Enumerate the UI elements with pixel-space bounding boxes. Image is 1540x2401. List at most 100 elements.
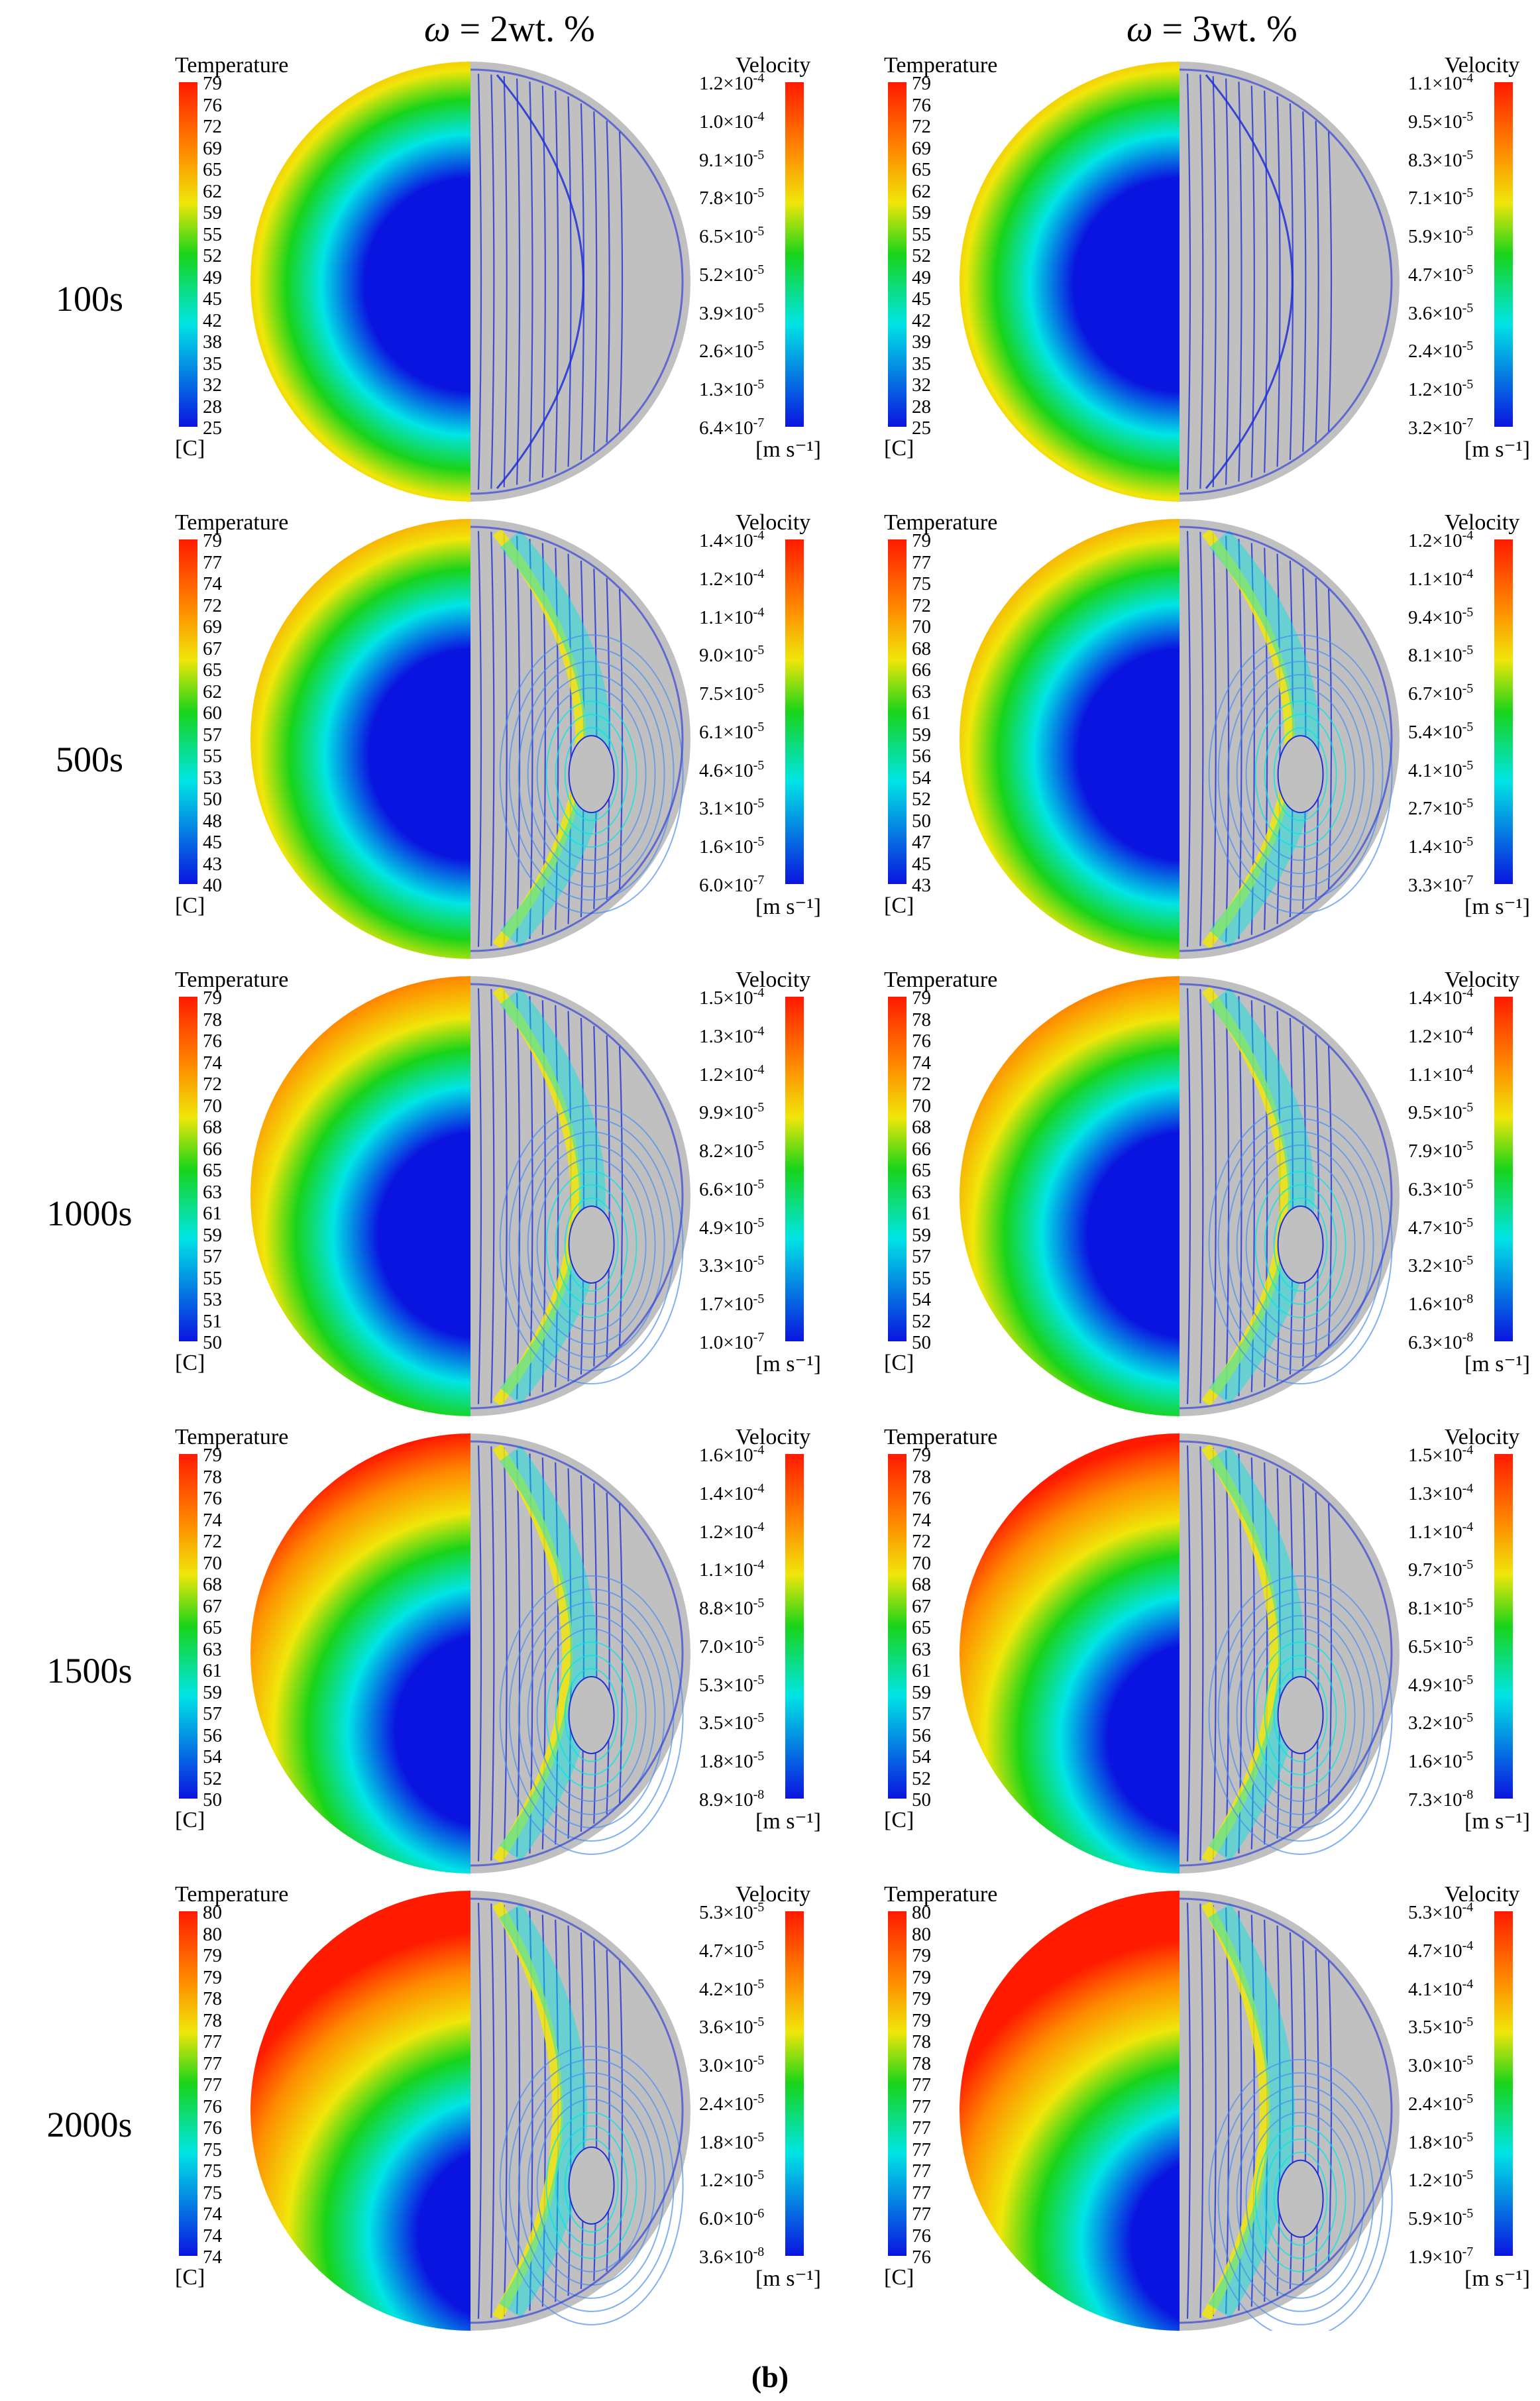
- temperature-tick: 68: [203, 1117, 222, 1138]
- velocity-tick: 5.4×10-5: [1408, 719, 1474, 743]
- temperature-tick: 40: [203, 875, 222, 896]
- temperature-tick: 52: [203, 245, 222, 266]
- temperature-tick: 72: [203, 594, 222, 616]
- velocity-tick: 3.5×10-5: [699, 1710, 765, 1734]
- temperature-tick: 43: [912, 875, 931, 896]
- temperature-tick: 76: [203, 94, 222, 116]
- temperature-tick: 77: [203, 2052, 222, 2074]
- temperature-colorbar: [179, 1911, 197, 2256]
- temperature-tick: 67: [203, 638, 222, 659]
- velocity-tick: 9.9×10-5: [699, 1100, 765, 1124]
- temperature-tick: 76: [203, 1031, 222, 1052]
- velocity-tick: 9.0×10-5: [699, 643, 765, 667]
- temperature-tick: 28: [203, 396, 222, 418]
- temperature-tick: 61: [912, 702, 931, 724]
- velocity-tick: 7.0×10-5: [699, 1634, 765, 1657]
- row-label-100s: 100s: [55, 279, 123, 319]
- velocity-tick: 9.4×10-5: [1408, 604, 1474, 628]
- temperature-tick: 59: [912, 724, 931, 746]
- temperature-tick: 69: [203, 137, 222, 159]
- omega-symbol: ω: [424, 9, 451, 50]
- temperature-tick: 77: [912, 2182, 931, 2204]
- figure-label: (b): [751, 2360, 789, 2394]
- temperature-tick: 75: [203, 2182, 222, 2204]
- temperature-tick: 74: [203, 1052, 222, 1074]
- velocity-title: Velocity: [1445, 1425, 1520, 1449]
- temperature-tick: 72: [203, 1074, 222, 1095]
- temperature-tick: 65: [203, 1617, 222, 1638]
- velocity-unit: [m s⁻¹]: [1464, 437, 1530, 462]
- velocity-tick: 1.9×10-7: [1408, 2245, 1474, 2268]
- temperature-tick: 74: [203, 2225, 222, 2247]
- column-header-2wt: ω = 2wt. %: [424, 8, 595, 50]
- temperature-tick: 45: [203, 832, 222, 853]
- velocity-tick: 2.7×10-5: [1408, 796, 1474, 820]
- temperature-title: Temperature: [175, 1882, 289, 1907]
- temperature-tick: 74: [203, 573, 222, 594]
- temperature-tick: 76: [912, 1488, 931, 1509]
- velocity-tick: 4.9×10-5: [1408, 1672, 1474, 1696]
- temperature-tick: 77: [912, 2095, 931, 2117]
- row-label-1500s: 1500s: [46, 1651, 133, 1691]
- velocity-tick: 6.0×10-7: [699, 873, 765, 896]
- temperature-tick: 51: [203, 1310, 222, 1332]
- temperature-tick: 63: [203, 1181, 222, 1203]
- temperature-title: Temperature: [175, 510, 289, 535]
- velocity-colorbar: [1494, 997, 1513, 1341]
- temperature-tick: 52: [912, 1767, 931, 1789]
- temperature-tick: 57: [203, 724, 222, 746]
- temperature-tick: 77: [912, 551, 931, 573]
- temperature-tick: 79: [912, 1945, 931, 1966]
- temperature-tick: 57: [203, 1703, 222, 1724]
- velocity-tick: 7.5×10-5: [699, 681, 765, 705]
- row-label-2000s: 2000s: [46, 2105, 133, 2145]
- temperature-tick: 74: [203, 2204, 222, 2225]
- velocity-tick: 3.3×10-7: [1408, 873, 1474, 896]
- velocity-tick: 1.1×10-4: [1408, 1519, 1474, 1543]
- temperature-tick: 39: [912, 331, 931, 353]
- panel-graphic: [888, 1433, 1513, 1873]
- temperature-tick: 42: [203, 309, 222, 331]
- temperature-tick: 50: [203, 789, 222, 810]
- streamline-field: [1180, 519, 1400, 959]
- temperature-tick: 77: [203, 2031, 222, 2052]
- velocity-tick: 7.3×10-8: [1408, 1787, 1474, 1811]
- panel-graphic: [179, 1891, 804, 2331]
- temperature-field: [250, 1891, 470, 2331]
- temperature-unit: [C]: [175, 893, 205, 918]
- velocity-tick: 1.2×10-4: [1408, 528, 1474, 551]
- velocity-tick: 3.2×10-5: [1408, 1710, 1474, 1734]
- panel-graphic: [179, 976, 804, 1416]
- panel-graphic: [179, 62, 804, 502]
- temperature-tick: 70: [912, 616, 931, 638]
- temperature-unit: [C]: [884, 436, 914, 461]
- temperature-tick: 52: [912, 789, 931, 810]
- temperature-tick: 78: [203, 1988, 222, 2009]
- velocity-tick: 1.2×10-4: [699, 71, 765, 94]
- temperature-colorbar: [888, 1911, 907, 2256]
- temperature-tick: 35: [203, 353, 222, 374]
- temperature-tick: 80: [203, 1902, 222, 1923]
- temperature-tick: 72: [912, 116, 931, 137]
- velocity-tick: 7.9×10-5: [1408, 1139, 1474, 1162]
- temperature-tick: 59: [912, 1224, 931, 1246]
- temperature-tick: 72: [203, 1531, 222, 1552]
- velocity-tick: 4.1×10-4: [1408, 1976, 1474, 2000]
- temperature-tick: 61: [203, 1660, 222, 1681]
- temperature-tick: 76: [912, 2247, 931, 2268]
- temperature-colorbar: [179, 1454, 197, 1799]
- temperature-tick: 59: [203, 1681, 222, 1703]
- streamline-field: [1180, 62, 1400, 502]
- temperature-tick: 61: [912, 1660, 931, 1681]
- temperature-tick: 63: [912, 681, 931, 702]
- temperature-tick: 76: [912, 1031, 931, 1052]
- temperature-tick: 50: [912, 1332, 931, 1353]
- temperature-unit: [C]: [175, 1808, 205, 1832]
- velocity-title: Velocity: [736, 1425, 811, 1449]
- velocity-title: Velocity: [1445, 968, 1520, 992]
- temperature-tick: 69: [912, 137, 931, 159]
- temperature-tick: 77: [203, 551, 222, 573]
- temperature-field: [960, 519, 1180, 959]
- temperature-tick: 28: [912, 396, 931, 418]
- panel-1000s-col2: Temperature Velocity [C] [m s⁻¹] 79 78 76 74 72 7…: [875, 968, 1540, 1431]
